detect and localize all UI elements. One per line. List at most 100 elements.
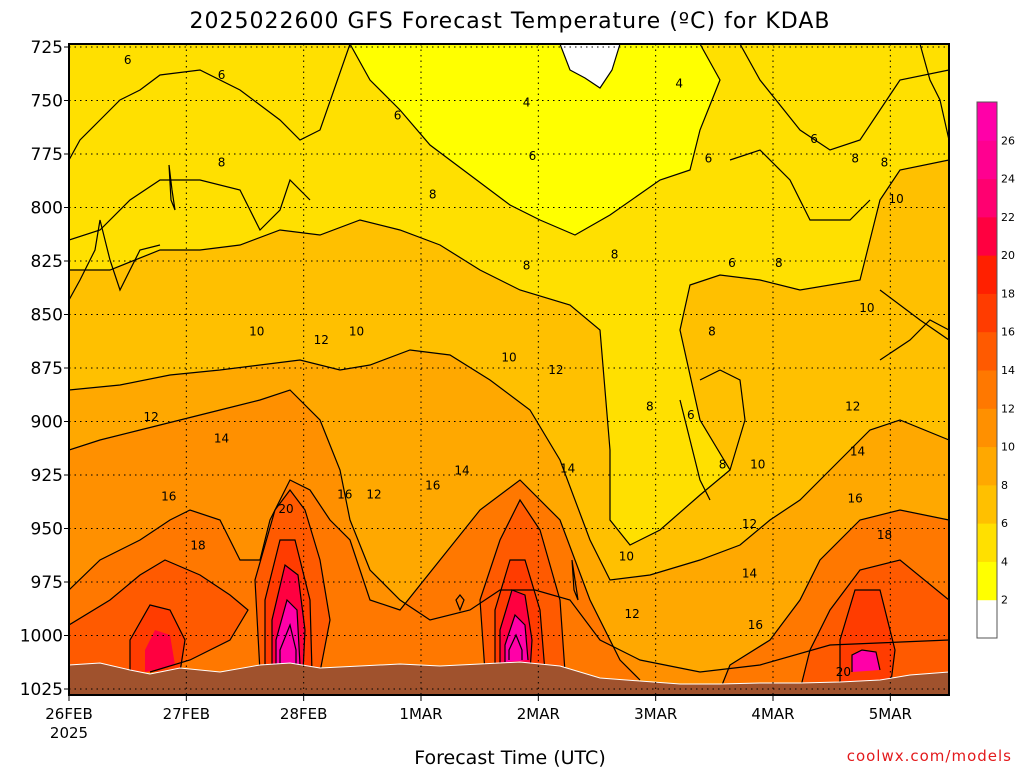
contour-label: 6 xyxy=(394,108,402,122)
plot-area xyxy=(69,44,949,695)
colorbar-segment xyxy=(977,331,997,371)
contour-label: 14 xyxy=(454,464,469,478)
contour-labels: 6 6 6 4 4 6 6 6 8 8 8 8 10 8 8 6 8 10 12 10 10 8 10 12 12 14 8 6 12 1… xyxy=(124,53,904,679)
contour-label: 8 xyxy=(719,457,727,471)
contour-label: 16 xyxy=(748,618,763,632)
chart-title: 2025022600 GFS Forecast Temperature (ºC)… xyxy=(190,9,831,34)
colorbar-segment xyxy=(977,408,997,448)
contour-label: 12 xyxy=(548,363,563,377)
x-tick-label: 27FEB xyxy=(163,705,210,723)
contour-label: 16 xyxy=(337,487,352,501)
colorbar-segment xyxy=(977,216,997,256)
y-tick-label: 875 xyxy=(31,359,63,379)
contour-label: 8 xyxy=(611,248,619,262)
contour-label: 6 xyxy=(218,68,226,82)
contour-label: 8 xyxy=(851,151,859,165)
colorbar-segment xyxy=(977,102,997,141)
x-tick-label: 28FEB xyxy=(280,705,327,723)
colorbar-label: 14 xyxy=(1001,364,1015,377)
contour-label: 6 xyxy=(810,132,818,146)
colorbar-segment xyxy=(977,178,997,218)
x-tick-label: 1MAR xyxy=(399,705,442,723)
contour-label: 10 xyxy=(249,325,264,339)
contour-label: 8 xyxy=(881,156,889,170)
y-tick-label: 850 xyxy=(31,306,63,326)
y-tick-label: 750 xyxy=(31,92,63,112)
contour-lines xyxy=(69,44,949,691)
band-lt-8 xyxy=(69,44,949,545)
x-tick-label: 3MAR xyxy=(634,705,677,723)
contour-label: 18 xyxy=(190,539,205,553)
colorbar-label: 10 xyxy=(1001,441,1015,454)
contour-label: 20 xyxy=(836,665,851,679)
grid xyxy=(69,44,949,695)
y-tick-label: 800 xyxy=(31,199,63,219)
contour-label: 10 xyxy=(349,325,364,339)
contour-label: 16 xyxy=(847,492,862,506)
x-tick-sublabel: 2025 xyxy=(50,724,88,742)
y-axis: 725 750 775 800 825 850 875 900 925 950 975 1000 102… xyxy=(20,38,69,700)
x-tick-label: 4MAR xyxy=(751,705,794,723)
contour-label: 8 xyxy=(523,258,531,272)
colorbar-segment xyxy=(977,561,997,601)
contour-label: 8 xyxy=(218,156,226,170)
colorbar-label: 6 xyxy=(1001,517,1008,530)
x-tick-label: 26FEB xyxy=(45,705,92,723)
band-lt-6 xyxy=(350,44,720,235)
contour-label: 10 xyxy=(750,457,765,471)
colorbar-label: 12 xyxy=(1001,402,1015,415)
band-gt-26 xyxy=(276,600,300,668)
contour-label: 8 xyxy=(775,256,783,270)
y-tick-label: 975 xyxy=(31,573,63,593)
contour-label: 4 xyxy=(675,76,683,90)
contour-label: 12 xyxy=(625,607,640,621)
contour-label: 14 xyxy=(560,462,575,476)
contour-label: 10 xyxy=(619,549,634,563)
colorbar-label: 24 xyxy=(1001,173,1015,186)
contour-label: 16 xyxy=(161,489,176,503)
colorbar-label: 20 xyxy=(1001,249,1015,262)
colorbar-segment xyxy=(977,523,997,562)
contour-label: 14 xyxy=(742,566,757,580)
x-tick-label: 5MAR xyxy=(869,705,912,723)
y-tick-label: 900 xyxy=(31,413,63,433)
contour-label: 6 xyxy=(705,151,713,165)
contour-label: 18 xyxy=(877,528,892,542)
colorbar-label: 8 xyxy=(1001,479,1008,492)
contour-label: 6 xyxy=(529,149,537,163)
y-tick-label: 1025 xyxy=(20,680,63,700)
band-gt-26-c xyxy=(852,650,880,672)
x-axis-title: Forecast Time (UTC) xyxy=(414,747,605,768)
y-tick-label: 775 xyxy=(31,145,63,165)
contour-label: 6 xyxy=(728,256,736,270)
x-tick-label: 2MAR xyxy=(517,705,560,723)
y-tick-label: 725 xyxy=(31,38,63,58)
contour-label: 8 xyxy=(429,188,437,202)
colorbar-segment xyxy=(977,446,997,486)
contour-label: 12 xyxy=(742,517,757,531)
colorbar-label: 16 xyxy=(1001,326,1015,339)
band-lt-4 xyxy=(560,44,620,88)
y-tick-label: 825 xyxy=(31,252,63,272)
plot-frame xyxy=(68,43,950,696)
contour-label: 12 xyxy=(845,400,860,414)
contour-label: 10 xyxy=(889,192,904,206)
band-gt-22-c xyxy=(145,630,175,672)
contour-label: 14 xyxy=(850,444,865,458)
contour-label: 14 xyxy=(214,432,229,446)
colorbar-frame xyxy=(976,101,998,639)
contour-label: 8 xyxy=(708,325,716,339)
colorbar-label: 18 xyxy=(1001,287,1015,300)
colorbar-label: 4 xyxy=(1001,555,1008,568)
contour-label: 6 xyxy=(124,53,132,67)
colorbar-segment xyxy=(977,599,997,639)
contour-label: 12 xyxy=(314,333,329,347)
credit-text: coolwx.com/models xyxy=(847,747,1012,765)
contour-label: 6 xyxy=(687,408,695,422)
y-tick-label: 1000 xyxy=(20,627,63,647)
terrain xyxy=(69,661,949,695)
contour-label: 16 xyxy=(425,479,440,493)
y-tick-label: 950 xyxy=(31,520,63,540)
colorbar-label: 26 xyxy=(1001,134,1015,147)
